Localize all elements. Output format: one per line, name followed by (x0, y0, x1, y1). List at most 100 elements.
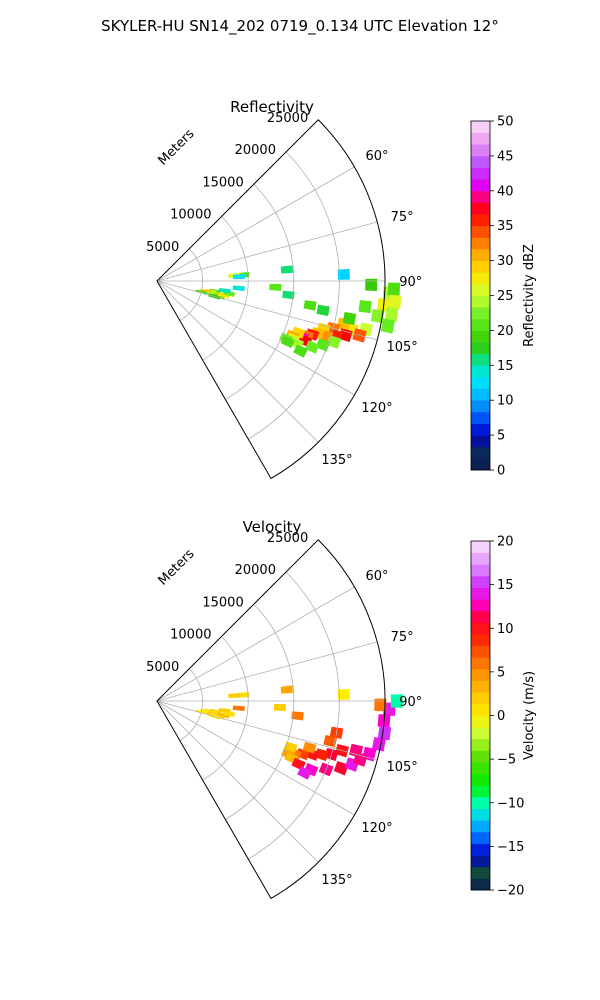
colorbar-step (471, 750, 490, 763)
colorbar-step (471, 843, 490, 856)
azimuth-spoke (156, 280, 319, 443)
range-ring (247, 571, 340, 860)
colorbar-step (471, 248, 490, 261)
range-tick-label: 25000 (267, 111, 308, 126)
azimuth-spoke (156, 586, 355, 702)
colorbar-step (471, 878, 490, 891)
radar-cell (282, 290, 295, 300)
azimuth-spoke (156, 641, 378, 702)
colorbar-step (471, 179, 490, 192)
colorbar-step (471, 796, 490, 809)
azimuth-tick-label: 90° (399, 695, 422, 710)
colorbar-step (471, 855, 490, 868)
colorbar-step (471, 283, 490, 296)
colorbar-step (471, 400, 490, 413)
radar-cell (305, 340, 320, 354)
colorbar-step (471, 121, 490, 134)
colorbar-step (471, 773, 490, 786)
colorbar-tick-label: 10 (497, 622, 514, 637)
polar-grid (156, 571, 385, 863)
azimuth-tick-label: 135° (321, 873, 352, 888)
radar-cell (218, 287, 231, 294)
sector-frame (156, 539, 386, 900)
radar-cell (338, 328, 353, 343)
range-axis-label: Meters (156, 126, 198, 168)
radar-cell (228, 692, 241, 699)
colorbar-step (471, 622, 490, 635)
radar-cell (237, 691, 250, 698)
radar-cell (217, 712, 231, 719)
azimuth-spoke (156, 700, 319, 863)
colorbar-label: Reflectivity dBZ (522, 244, 537, 347)
colorbar-step (471, 541, 490, 554)
colorbar-step (471, 214, 490, 227)
radar-cells (195, 265, 402, 358)
radar-cell (291, 711, 304, 721)
radar-cell (342, 312, 357, 326)
azimuth-spoke (156, 280, 355, 396)
colorbar-step (471, 295, 490, 308)
range-tick-label: 5000 (146, 240, 179, 255)
radar-cell (297, 766, 312, 780)
colorbar-step (471, 610, 490, 623)
radar-cell (314, 748, 329, 762)
colorbar-step (471, 388, 490, 401)
azimuth-tick-label: 75° (391, 210, 414, 225)
colorbar-step (471, 634, 490, 647)
radar-cell (302, 741, 317, 754)
colorbar-tick-label: 5 (497, 429, 505, 444)
radar-cells (195, 685, 403, 780)
colorbar-tick-label: 40 (497, 184, 514, 199)
range-tick-label: 25000 (267, 531, 308, 546)
colorbar-step (471, 715, 490, 728)
colorbar-tick-label: −20 (497, 884, 524, 899)
colorbar-step (471, 144, 490, 157)
colorbar-tick-label: 15 (497, 578, 514, 593)
colorbar-tick-label: 5 (497, 665, 505, 680)
radar-cell (390, 694, 403, 708)
radar-cell (232, 705, 245, 712)
radar-cell (232, 285, 245, 292)
colorbar-step (471, 599, 490, 612)
colorbar-step (471, 703, 490, 716)
velocity-panel: Velocity 5000 10000 15000 20000 25000 Meters 60… (146, 518, 537, 900)
colorbar-step (471, 692, 490, 705)
radar-cell (380, 318, 395, 334)
colorbar-step (471, 376, 490, 389)
colorbar-step (471, 190, 490, 203)
colorbar-tick-label: 30 (497, 254, 514, 269)
range-tick-label: 15000 (202, 175, 243, 190)
radar-cell (337, 688, 350, 700)
colorbar-step (471, 435, 490, 448)
azimuth-tick-label: 75° (391, 630, 414, 645)
colorbar-step (471, 132, 490, 145)
radar-cell (353, 752, 368, 767)
colorbar-step (471, 237, 490, 250)
range-tick-label: 10000 (170, 208, 211, 223)
radar-cell (365, 278, 378, 291)
colorbar-tick-label: 0 (497, 709, 505, 724)
range-tick-label: 10000 (170, 628, 211, 643)
colorbar-step (471, 680, 490, 693)
reflectivity-panel: Reflectivity 5000 10000 15000 20000 25000 Mete… (146, 98, 537, 480)
colorbar-tick-label: 45 (497, 149, 514, 164)
azimuth-spoke (156, 280, 378, 341)
colorbar-step (471, 657, 490, 670)
range-tick-label: 20000 (235, 143, 276, 158)
colorbar-step (471, 446, 490, 459)
colorbar-step (471, 645, 490, 658)
radar-cell (232, 273, 245, 280)
range-ring (225, 183, 295, 400)
radar-cell (387, 282, 401, 297)
colorbar-tick-label: 15 (497, 359, 514, 374)
colorbar-tick-label: 0 (497, 464, 505, 479)
figure-title: SKYLER-HU SN14_202 0719_0.134 UTC Elevat… (101, 17, 499, 36)
radar-cell (316, 304, 330, 317)
azimuth-tick-label: 105° (386, 760, 417, 775)
radar-cell (377, 725, 392, 741)
azimuth-spoke (156, 700, 355, 816)
radar-cell (358, 300, 372, 314)
colorbar-tick-label: −15 (497, 840, 524, 855)
colorbar-step (471, 342, 490, 355)
